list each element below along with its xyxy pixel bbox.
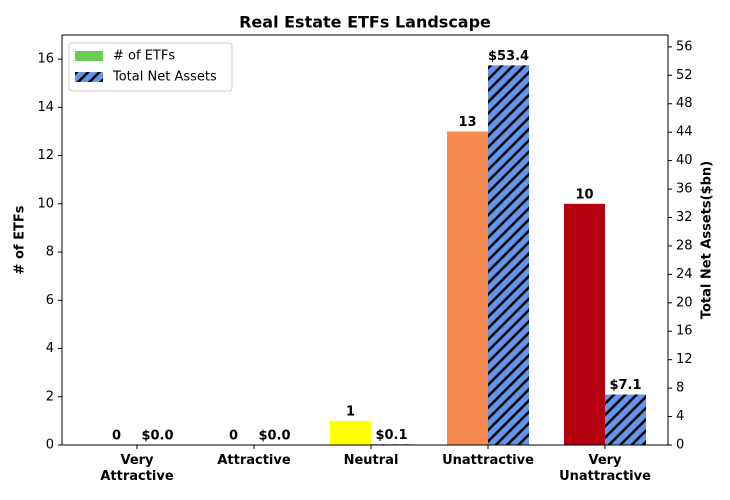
legend-swatch <box>75 51 103 61</box>
y2-tick-label: 36 <box>676 182 693 197</box>
value-label: $53.4 <box>488 49 529 64</box>
y2-tick-label: 56 <box>676 39 693 54</box>
legend-swatch <box>75 72 103 82</box>
y-tick-label: 4 <box>46 341 54 356</box>
y2-tick-label: 48 <box>676 96 693 111</box>
y2-tick-label: 44 <box>676 125 693 140</box>
y-tick-label: 8 <box>46 245 54 260</box>
plot-frame <box>61 34 669 446</box>
x-tick-label: Unattractive <box>442 453 534 468</box>
legend-box <box>68 42 233 92</box>
bar <box>564 203 605 445</box>
value-label: 0 <box>229 429 238 444</box>
y2-axis-label: Total Net Assets($bn) <box>700 161 715 319</box>
x-tick-label: Neutral <box>343 453 399 468</box>
y-tick-label: 10 <box>37 196 54 211</box>
value-label: 0 <box>112 429 121 444</box>
y2-tick-label: 12 <box>676 352 693 367</box>
legend: # of ETFs Total Net Assets <box>68 42 233 92</box>
x-tick-label: Very Unattractive <box>559 453 651 484</box>
y-tick-label: 6 <box>46 293 54 308</box>
y-tick-label: 14 <box>37 100 54 115</box>
x-tick-label: Very Attractive <box>100 453 174 484</box>
value-label: $0.0 <box>258 429 290 444</box>
bar <box>605 394 646 445</box>
bar <box>488 65 529 445</box>
y-tick-label: 16 <box>37 52 54 67</box>
y-tick-label: 0 <box>46 438 54 453</box>
y2-tick-label: 32 <box>676 210 693 225</box>
bar <box>447 131 488 445</box>
y2-tick-label: 20 <box>676 295 693 310</box>
y2-tick-label: 40 <box>676 153 693 168</box>
y2-tick-label: 52 <box>676 68 693 83</box>
y2-tick-label: 8 <box>676 381 684 396</box>
y2-tick-label: 28 <box>676 238 693 253</box>
y2-tick-label: 24 <box>676 267 693 282</box>
y-axis-label: # of ETFs <box>13 205 28 274</box>
chart-title: Real Estate ETFs Landscape <box>239 13 491 32</box>
y2-tick-label: 0 <box>676 438 684 453</box>
legend-label: # of ETFs <box>113 49 175 64</box>
x-tick-label: Attractive <box>217 453 291 468</box>
y2-tick-label: 4 <box>676 409 684 424</box>
value-label: 10 <box>575 187 593 202</box>
y-tick-label: 2 <box>46 389 54 404</box>
legend-label: Total Net Assets <box>112 70 217 85</box>
value-label: $7.1 <box>609 378 641 393</box>
value-label: $0.0 <box>141 429 173 444</box>
bar <box>330 420 371 445</box>
y2-tick-label: 16 <box>676 324 693 339</box>
value-label: 1 <box>346 404 355 419</box>
value-label: 13 <box>458 115 476 130</box>
value-label: $0.1 <box>375 428 407 443</box>
y-tick-label: 12 <box>37 148 54 163</box>
